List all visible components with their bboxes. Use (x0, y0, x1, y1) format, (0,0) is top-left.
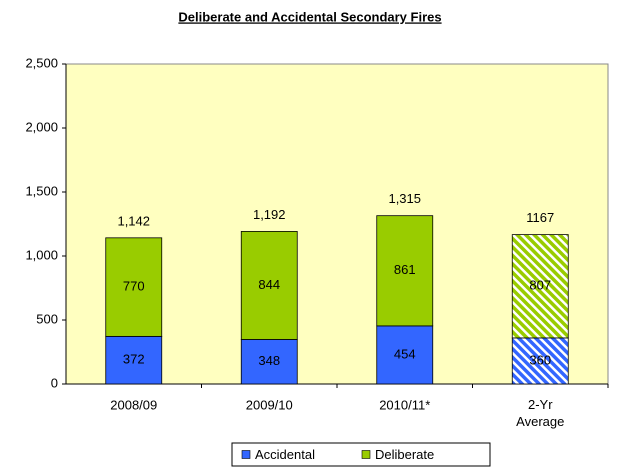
total-label: 1,315 (388, 191, 421, 206)
legend-box (231, 442, 491, 467)
y-tick-label: 0 (51, 375, 58, 390)
y-tick-label: 2,000 (25, 119, 58, 134)
value-label: 861 (394, 262, 416, 277)
bar-segment (240, 339, 298, 385)
x-tick-label: 2009/10 (246, 397, 293, 412)
total-label: 1,142 (117, 213, 150, 228)
bar-segment (511, 337, 569, 385)
y-tick-label: 500 (36, 311, 58, 326)
bar-segment (376, 325, 434, 385)
bar-segment (511, 234, 569, 339)
bar-segment (240, 231, 298, 340)
value-label: 844 (258, 277, 280, 292)
total-label: 1,192 (253, 207, 286, 222)
value-label: 454 (394, 346, 416, 361)
chart-title: Deliberate and Accidental Secondary Fire… (178, 9, 441, 24)
legend-swatch (361, 450, 371, 459)
value-label: 807 (529, 278, 551, 293)
value-label: 348 (258, 353, 280, 368)
legend-label: Accidental (255, 447, 315, 462)
bar-segment (376, 215, 434, 327)
bar-segment (105, 335, 163, 385)
bar-segment (105, 237, 163, 337)
total-label: 1167 (526, 210, 554, 225)
x-tick-label: 2010/11* (379, 397, 430, 412)
y-tick-label: 2,500 (25, 55, 58, 70)
x-tick-label: 2008/09 (110, 397, 157, 412)
x-tick-label: 2-Yr Average (516, 397, 564, 429)
legend-swatch (241, 450, 251, 459)
y-tick-label: 1,000 (25, 247, 58, 262)
value-label: 770 (123, 279, 145, 294)
y-tick-label: 1,500 (25, 183, 58, 198)
value-label: 360 (529, 352, 551, 367)
value-label: 372 (123, 352, 145, 367)
legend-label: Deliberate (375, 447, 434, 462)
